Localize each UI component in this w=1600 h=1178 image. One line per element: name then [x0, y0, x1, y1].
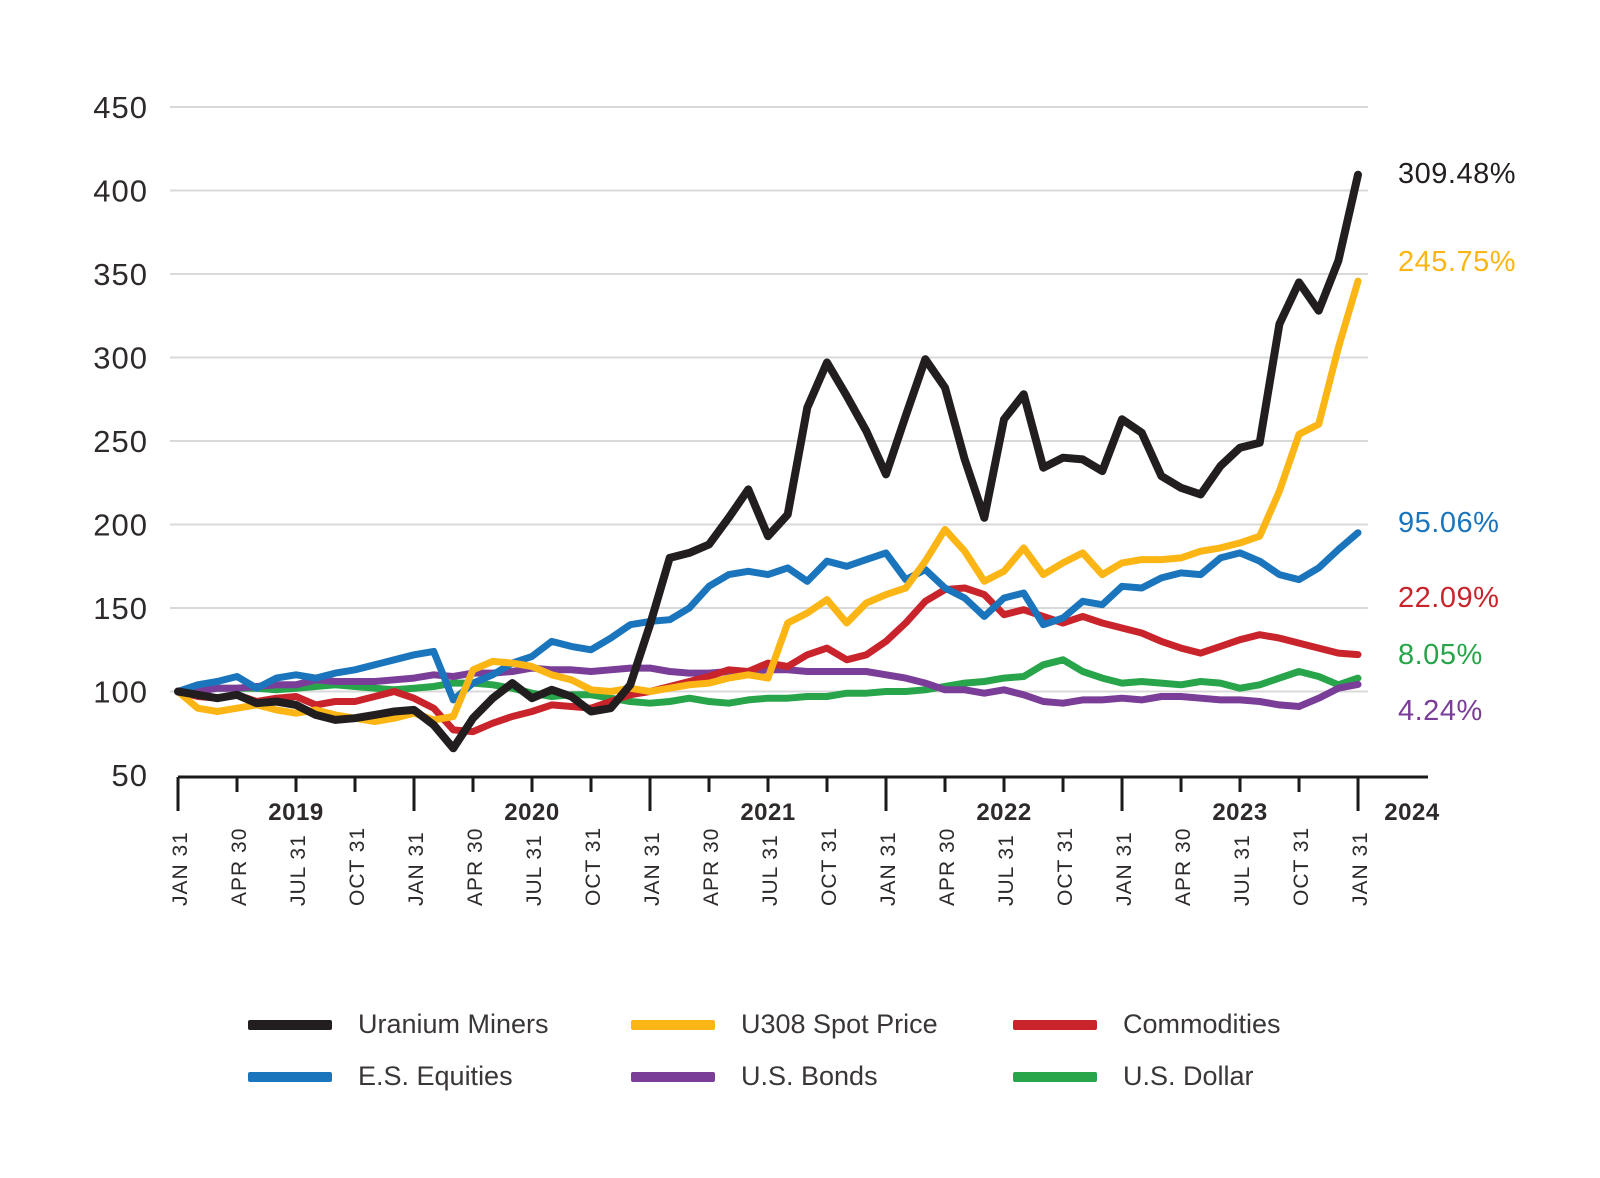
legend-item-uranium-miners: Uranium Miners [248, 1009, 631, 1039]
y-axis-label-150: 150 [93, 591, 148, 626]
x-tick-label: OCT 31 [346, 827, 369, 906]
end-value-label-u308-spot-price: 245.75% [1398, 246, 1516, 278]
y-axis-label-350: 350 [93, 257, 148, 292]
y-axis-label-250: 250 [93, 424, 148, 459]
year-label-2023: 2023 [1212, 799, 1267, 826]
x-tick-label: JUL 31 [523, 834, 546, 906]
legend-item-es-equities: E.S. Equities [248, 1061, 631, 1091]
legend-swatch-es-equities [248, 1071, 332, 1082]
legend-swatch-commodities [1013, 1019, 1097, 1030]
legend: Uranium Miners U308 Spot Price Commoditi… [248, 1009, 1281, 1091]
x-tick-label: OCT 31 [1290, 827, 1313, 906]
end-value-label-us-bonds: 4.24% [1398, 695, 1483, 727]
legend-item-us-dollar: U.S. Dollar [1013, 1061, 1281, 1091]
end-value-label-commodities: 22.09% [1398, 582, 1500, 614]
x-tick-label: APR 30 [228, 828, 251, 906]
legend-label-u308-spot-price: U308 Spot Price [741, 1009, 938, 1039]
legend-label-uranium-miners: Uranium Miners [358, 1009, 549, 1039]
legend-swatch-uranium-miners [248, 1019, 332, 1030]
series-line-e-s-equities [174, 529, 1362, 704]
x-tick-label: JAN 31 [169, 831, 192, 906]
y-axis-label-400: 400 [93, 174, 148, 209]
year-label-2020: 2020 [504, 799, 559, 826]
year-label-2019: 2019 [268, 799, 323, 826]
year-label-2022: 2022 [976, 799, 1031, 826]
end-value-label-uranium-miners: 309.48% [1398, 158, 1516, 190]
x-tick-label: JAN 31 [1349, 831, 1372, 906]
y-axis-label-200: 200 [93, 508, 148, 543]
series-line-u-s-dollar [174, 656, 1362, 707]
x-tick-label: JAN 31 [1113, 831, 1136, 906]
end-value-label-us-dollar: 8.05% [1398, 639, 1483, 671]
x-tick-label: JAN 31 [641, 831, 664, 906]
legend-swatch-us-bonds [631, 1071, 715, 1082]
legend-item-us-bonds: U.S. Bonds [631, 1061, 1013, 1091]
y-axis-label-450: 450 [93, 90, 148, 125]
x-tick-label: JAN 31 [405, 831, 428, 906]
x-tick-label: OCT 31 [818, 827, 841, 906]
legend-item-commodities: Commodities [1013, 1009, 1281, 1039]
x-tick-label: APR 30 [1172, 828, 1195, 906]
x-tick-label: JUL 31 [995, 834, 1018, 906]
y-axis-label-100: 100 [93, 675, 148, 710]
series-line-u308-spot-price [174, 277, 1362, 726]
x-tick-label: OCT 31 [582, 827, 605, 906]
x-tick-label: APR 30 [936, 828, 959, 906]
x-tick-label: JUL 31 [287, 834, 310, 906]
legend-swatch-u308-spot-price [631, 1019, 715, 1030]
legend-label-us-dollar: U.S. Dollar [1123, 1061, 1254, 1091]
x-tick-label: APR 30 [700, 828, 723, 906]
end-value-label-es-equities: 95.06% [1398, 507, 1500, 539]
x-tick-label: JUL 31 [759, 834, 782, 906]
series-line-uranium-miners [174, 170, 1362, 753]
series-line-commodities [174, 584, 1362, 736]
y-axis-label-300: 300 [93, 341, 148, 376]
year-label-2024: 2024 [1384, 799, 1440, 826]
x-tick-label: JAN 31 [877, 831, 900, 906]
legend-swatch-us-dollar [1013, 1071, 1097, 1082]
year-label-2021: 2021 [740, 799, 795, 826]
legend-label-us-bonds: U.S. Bonds [741, 1061, 878, 1091]
legend-label-commodities: Commodities [1123, 1009, 1281, 1039]
legend-label-es-equities: E.S. Equities [358, 1061, 513, 1091]
x-tick-label: JUL 31 [1231, 834, 1254, 906]
y-axis-label-50: 50 [112, 758, 148, 793]
legend-item-u308-spot-price: U308 Spot Price [631, 1009, 1013, 1039]
x-tick-label: APR 30 [464, 828, 487, 906]
x-tick-label: OCT 31 [1054, 827, 1077, 906]
